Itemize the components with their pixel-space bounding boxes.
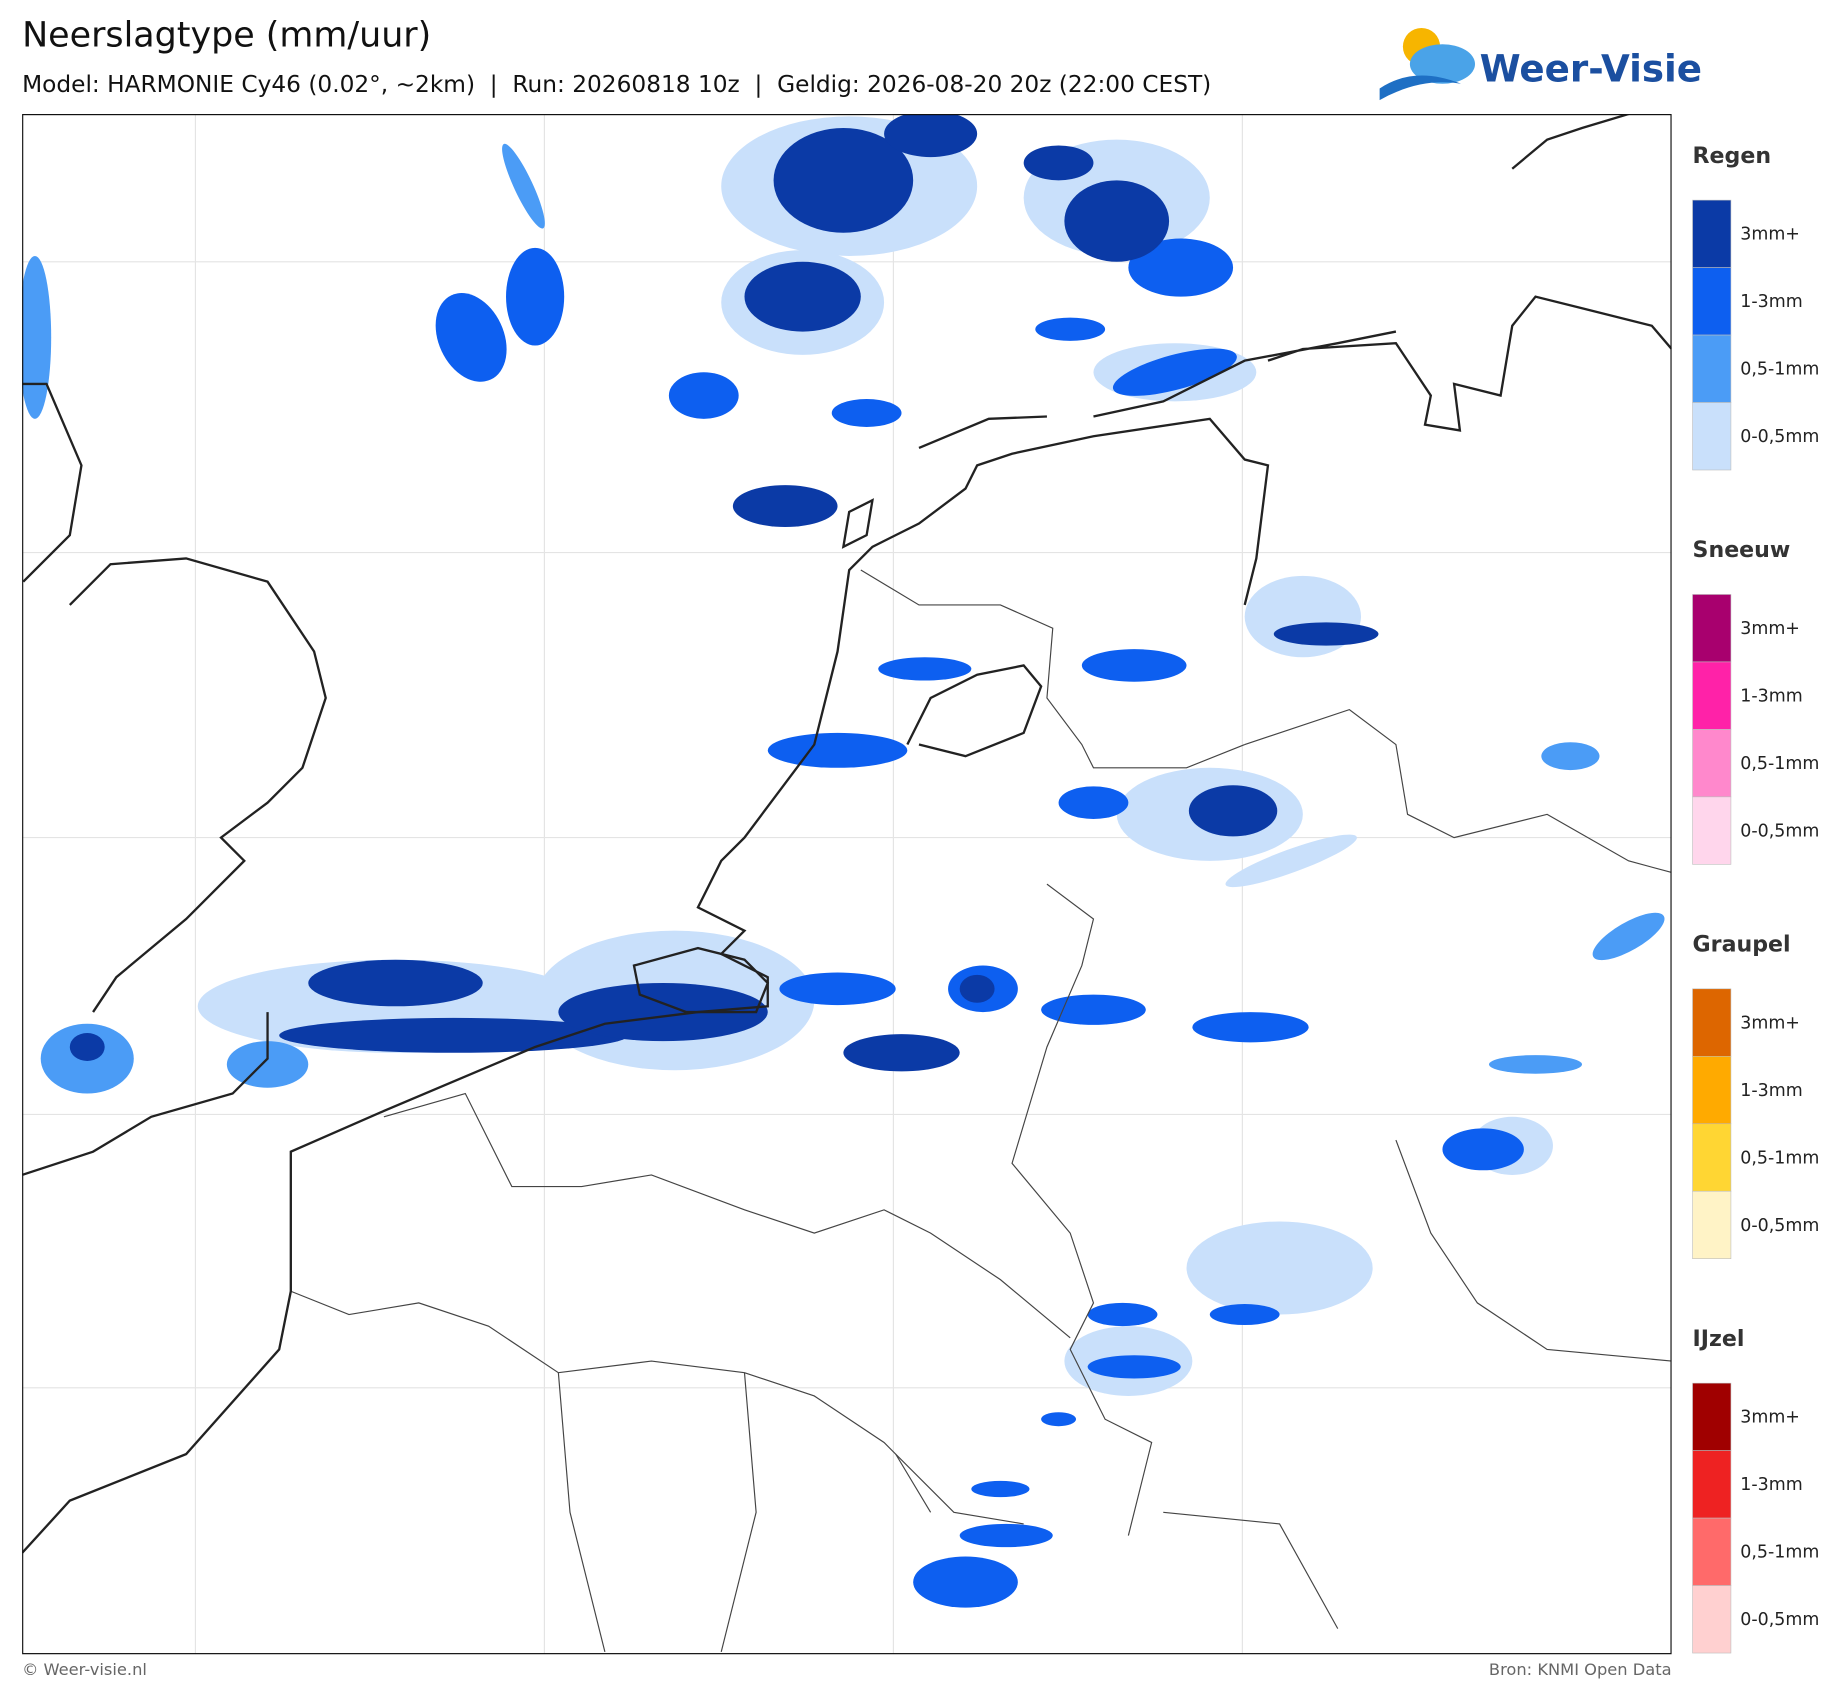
legend-label: 0,5-1mm [1740, 1543, 1819, 1563]
legend-label: 0,5-1mm [1740, 1148, 1819, 1168]
legend-swatch [1692, 1450, 1732, 1519]
map [22, 114, 1672, 1655]
credit-left: © Weer-visie.nl [22, 1660, 147, 1679]
logo-text: Weer-Visie [1480, 46, 1702, 90]
legend-label: 1-3mm [1740, 686, 1802, 706]
subtitle: Model: HARMONIE Cy46 (0.02°, ~2km) | Run… [22, 71, 1211, 98]
logo: Weer-Visie [1379, 27, 1702, 101]
legend-label: 0,5-1mm [1740, 754, 1819, 774]
legend-label: 0-0,5mm [1740, 1216, 1819, 1236]
legend-label: 0-0,5mm [1740, 1610, 1819, 1630]
legend-label: 1-3mm [1740, 1475, 1802, 1495]
credit-right: Bron: KNMI Open Data [1489, 1660, 1672, 1679]
legend-swatch [1692, 402, 1732, 471]
legend-label: 3mm+ [1740, 1408, 1800, 1428]
legend-swatch [1692, 334, 1732, 403]
title: Neerslagtype (mm/uur) [22, 16, 431, 56]
legend-swatch [1692, 661, 1732, 730]
legend-label: 3mm+ [1740, 619, 1800, 639]
legend-swatch [1692, 1190, 1732, 1259]
legend-label: 3mm+ [1740, 225, 1800, 245]
legend-label: 1-3mm [1740, 1081, 1802, 1101]
coastline [22, 114, 1672, 1554]
legend-title: Regen [1693, 143, 1772, 169]
country-borders [290, 569, 1672, 1653]
legend-swatch [1692, 1585, 1732, 1654]
legend-title: Graupel [1693, 932, 1791, 958]
legend-title: Sneeuw [1693, 537, 1791, 563]
legend-label: 0-0,5mm [1740, 427, 1819, 447]
legend-label: 3mm+ [1740, 1013, 1800, 1033]
legend-label: 0,5-1mm [1740, 360, 1819, 380]
legend-swatch [1692, 1517, 1732, 1586]
legend-swatch [1692, 594, 1732, 663]
legend-swatch [1692, 1123, 1732, 1192]
legend-swatch [1692, 1382, 1732, 1451]
legend-swatch [1692, 267, 1732, 336]
legend-swatch [1692, 988, 1732, 1057]
legend-swatch [1692, 729, 1732, 798]
legend-swatch [1692, 1055, 1732, 1125]
legend: Regen 3mm+ 1-3mm 0,5-1mm 0-0,5mm Sneeuw 3mm+ 1-… [1692, 143, 1819, 1654]
legend-label: 0-0,5mm [1740, 821, 1819, 841]
legend-title: IJzel [1693, 1326, 1745, 1352]
legend-label: 1-3mm [1740, 292, 1802, 312]
legend-swatch [1692, 199, 1732, 268]
legend-swatch [1692, 796, 1732, 865]
